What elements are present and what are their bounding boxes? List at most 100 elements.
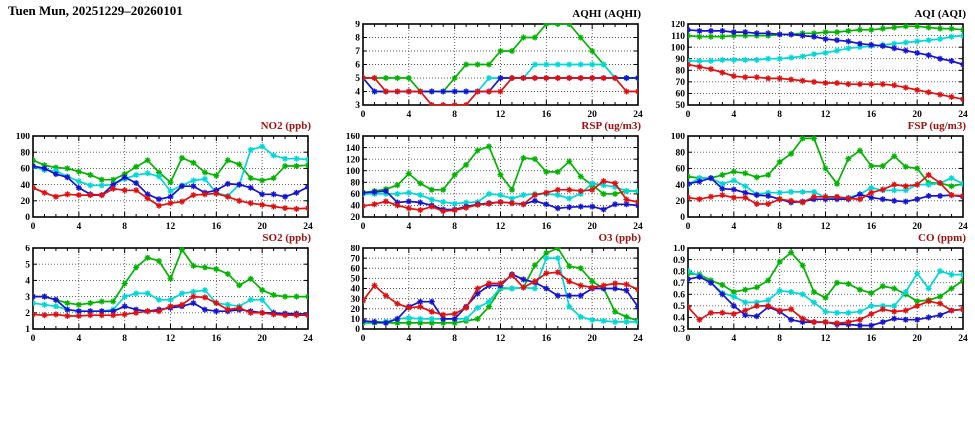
series-red bbox=[688, 171, 963, 207]
series-red bbox=[33, 293, 308, 319]
svg-text:24: 24 bbox=[633, 222, 643, 232]
svg-text:24: 24 bbox=[303, 334, 313, 344]
svg-text:80: 80 bbox=[21, 148, 31, 158]
svg-text:0: 0 bbox=[355, 325, 360, 335]
chart-title-no2: NO2 (ppb) bbox=[260, 120, 311, 132]
series-red bbox=[688, 61, 963, 103]
svg-text:20: 20 bbox=[912, 222, 922, 232]
svg-text:1: 1 bbox=[25, 325, 30, 335]
no2-plot-canvas: 0 20 40 60 80 100 0 4 8 12 16 20 24 bbox=[16, 133, 313, 232]
svg-text:100: 100 bbox=[671, 133, 686, 142]
chart-title-aqhi: AQHI (AQHI) bbox=[572, 8, 641, 20]
svg-text:100: 100 bbox=[16, 133, 31, 142]
series-blue bbox=[688, 26, 963, 68]
series-red bbox=[363, 178, 638, 215]
svg-text:4: 4 bbox=[406, 222, 411, 232]
svg-text:20: 20 bbox=[351, 213, 361, 223]
svg-text:3: 3 bbox=[25, 293, 30, 303]
svg-text:7: 7 bbox=[355, 47, 360, 57]
svg-text:16: 16 bbox=[212, 334, 222, 344]
svg-text:160: 160 bbox=[346, 133, 361, 142]
svg-text:16: 16 bbox=[867, 110, 877, 120]
svg-text:8: 8 bbox=[452, 334, 457, 344]
svg-text:8: 8 bbox=[122, 222, 127, 232]
svg-text:8: 8 bbox=[452, 222, 457, 232]
svg-text:80: 80 bbox=[676, 148, 686, 158]
svg-text:8: 8 bbox=[777, 110, 782, 120]
series-red bbox=[33, 184, 308, 212]
svg-text:4: 4 bbox=[731, 334, 736, 344]
svg-text:0: 0 bbox=[686, 110, 691, 120]
svg-text:0.6: 0.6 bbox=[673, 290, 685, 300]
svg-text:12: 12 bbox=[821, 334, 831, 344]
svg-text:12: 12 bbox=[496, 222, 506, 232]
svg-text:0: 0 bbox=[680, 213, 685, 223]
chart-aqi: AQI (AQI) 50 60 70 80 90 100 110 120 0 4 8 12 16 20 24 bbox=[660, 8, 968, 121]
svg-text:4: 4 bbox=[731, 222, 736, 232]
svg-text:12: 12 bbox=[166, 334, 176, 344]
svg-text:120: 120 bbox=[671, 21, 686, 30]
svg-text:20: 20 bbox=[587, 110, 597, 120]
svg-text:20: 20 bbox=[21, 197, 31, 207]
svg-text:16: 16 bbox=[542, 110, 552, 120]
svg-text:70: 70 bbox=[351, 254, 361, 264]
svg-text:6: 6 bbox=[355, 61, 360, 71]
svg-text:40: 40 bbox=[351, 285, 361, 295]
chart-title-aqi: AQI (AQI) bbox=[914, 8, 966, 20]
svg-text:24: 24 bbox=[958, 334, 968, 344]
svg-text:60: 60 bbox=[676, 90, 686, 100]
svg-text:0.3: 0.3 bbox=[673, 325, 685, 335]
svg-text:12: 12 bbox=[166, 222, 176, 232]
svg-text:120: 120 bbox=[346, 155, 361, 165]
svg-text:4: 4 bbox=[76, 222, 81, 232]
svg-text:12: 12 bbox=[821, 110, 831, 120]
svg-text:12: 12 bbox=[496, 334, 506, 344]
svg-text:16: 16 bbox=[542, 222, 552, 232]
svg-text:40: 40 bbox=[351, 202, 361, 212]
series-green bbox=[33, 154, 308, 186]
svg-text:0: 0 bbox=[25, 213, 30, 223]
svg-text:24: 24 bbox=[633, 334, 643, 344]
fsp-plot-canvas: 0 20 40 60 80 100 0 4 8 12 16 20 24 bbox=[671, 133, 968, 232]
svg-text:0: 0 bbox=[361, 334, 366, 344]
svg-text:0.4: 0.4 bbox=[673, 314, 685, 324]
svg-text:20: 20 bbox=[351, 305, 361, 315]
chart-aqhi: AQHI (AQHI) 3 4 5 6 7 8 9 0 4 8 12 16 20 24 bbox=[335, 8, 643, 121]
svg-text:0: 0 bbox=[686, 222, 691, 232]
svg-text:16: 16 bbox=[212, 222, 222, 232]
chart-so2: SO2 (ppb) 1 2 3 4 5 6 0 4 8 12 16 20 24 bbox=[5, 232, 313, 345]
svg-text:40: 40 bbox=[21, 181, 31, 191]
svg-text:5: 5 bbox=[25, 260, 30, 270]
svg-text:60: 60 bbox=[676, 165, 686, 175]
svg-text:60: 60 bbox=[351, 264, 361, 274]
aqhi-plot-canvas: 3 4 5 6 7 8 9 0 4 8 12 16 20 24 bbox=[355, 21, 643, 120]
svg-text:20: 20 bbox=[587, 222, 597, 232]
svg-text:20: 20 bbox=[912, 334, 922, 344]
svg-text:110: 110 bbox=[671, 32, 685, 42]
svg-text:4: 4 bbox=[406, 110, 411, 120]
svg-text:0: 0 bbox=[686, 334, 691, 344]
svg-text:0.9: 0.9 bbox=[673, 256, 685, 266]
chart-fsp: FSP (ug/m3) 0 20 40 60 80 100 0 4 8 12 16 20 24 bbox=[660, 120, 968, 233]
svg-text:24: 24 bbox=[633, 110, 643, 120]
svg-text:8: 8 bbox=[452, 110, 457, 120]
svg-text:16: 16 bbox=[542, 334, 552, 344]
chart-title-o3: O3 (ppb) bbox=[598, 232, 642, 244]
svg-text:140: 140 bbox=[346, 144, 361, 154]
svg-text:3: 3 bbox=[355, 101, 360, 111]
svg-text:0: 0 bbox=[361, 222, 366, 232]
chart-title-so2: SO2 (ppb) bbox=[262, 232, 311, 244]
chart-co: CO (ppm) 0.3 0.4 0.5 0.6 0.7 0.8 0.9 1.0 0 4 8 12 16… bbox=[660, 232, 968, 345]
svg-text:20: 20 bbox=[912, 110, 922, 120]
svg-text:1.0: 1.0 bbox=[673, 245, 685, 254]
chart-title-co: CO (ppm) bbox=[918, 232, 966, 244]
svg-text:100: 100 bbox=[671, 43, 686, 53]
svg-text:20: 20 bbox=[587, 334, 597, 344]
chart-title-fsp: FSP (ug/m3) bbox=[907, 120, 966, 132]
svg-text:80: 80 bbox=[351, 245, 361, 254]
svg-text:90: 90 bbox=[676, 55, 686, 65]
